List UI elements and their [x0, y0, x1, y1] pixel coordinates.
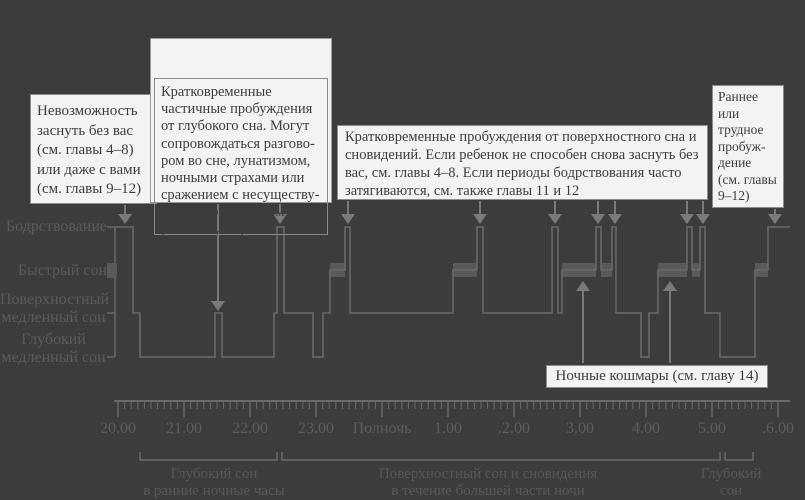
nightmare-arrow-up — [663, 281, 677, 291]
range-bracket — [724, 452, 754, 461]
callout-arrow-down — [473, 214, 487, 224]
range-bracket — [281, 452, 721, 461]
callout-arrow-down — [591, 214, 605, 224]
axis-hour-label: .6.00 — [762, 420, 794, 437]
callout-cannot-fall-asleep: Невозможность заснуть без вас (см. главы… — [30, 94, 157, 204]
range-bracket — [139, 452, 278, 461]
rem-axis-tick — [107, 263, 117, 278]
callout-arrow-down — [548, 214, 562, 224]
stage-label-rem: Быстрый сон — [17, 262, 107, 279]
callout-arrow-down — [211, 301, 225, 311]
stage-label-wake: Бодрствование — [5, 218, 107, 235]
callout-arrow-down — [680, 214, 694, 224]
callout-arrow-down — [768, 214, 782, 224]
callout-partial-arousals-text: Кратковременные частичные пробуждения от… — [154, 78, 328, 238]
callout-arrow-down — [341, 214, 355, 224]
axis-hour-label: 1.00 — [434, 420, 462, 437]
nightmare-arrow-up — [576, 281, 590, 291]
axis-hour-label: 3.00 — [566, 420, 594, 437]
bracket-label-deep-sleep-before-waking: Глубокий сон незадолго до пробуждения — [700, 466, 762, 499]
axis-hour-label: 4.00 — [632, 420, 660, 437]
axis-hour-label: 21.00 — [166, 420, 202, 437]
sleep-stage-line — [115, 226, 790, 358]
callout-early-difficult-waking: Раннее или трудное пробуж- дение (см. гл… — [712, 85, 784, 208]
bracket-label-deep-sleep-early-night: Глубокий сон в ранние ночные часы — [143, 466, 285, 499]
callout-arrow-down — [608, 214, 622, 224]
axis-hour-label: Полночь — [352, 420, 412, 437]
axis-hour-label: 20.00 — [100, 420, 136, 437]
axis-hour-label: 5.00 — [698, 420, 726, 437]
callout-nightmares: Ночные кошмары (см. главу 14) — [546, 365, 768, 388]
callout-brief-awakenings-light-sleep: Кратковременные пробуждения от поверхнос… — [337, 125, 708, 200]
bracket-label-light-sleep-most-night: Поверхностный сон и сновидения в течение… — [378, 466, 598, 499]
axis-hour-label: 23.00 — [298, 420, 334, 437]
callout-arrow-down — [118, 214, 132, 224]
callout-arrow-down — [273, 214, 287, 224]
axis-hour-label: .2.00 — [498, 420, 530, 437]
callout-arrow-down — [696, 214, 710, 224]
stage-label-deep-sleep: Глубокий медленный сон — [1, 331, 106, 366]
callout-partial-arousals-deep-sleep: Кратковременные частичные пробуждения от… — [150, 38, 332, 238]
stage-label-light-sleep: Поверхностный медленный сон — [0, 291, 110, 326]
axis-hour-label: 22.00 — [232, 420, 268, 437]
